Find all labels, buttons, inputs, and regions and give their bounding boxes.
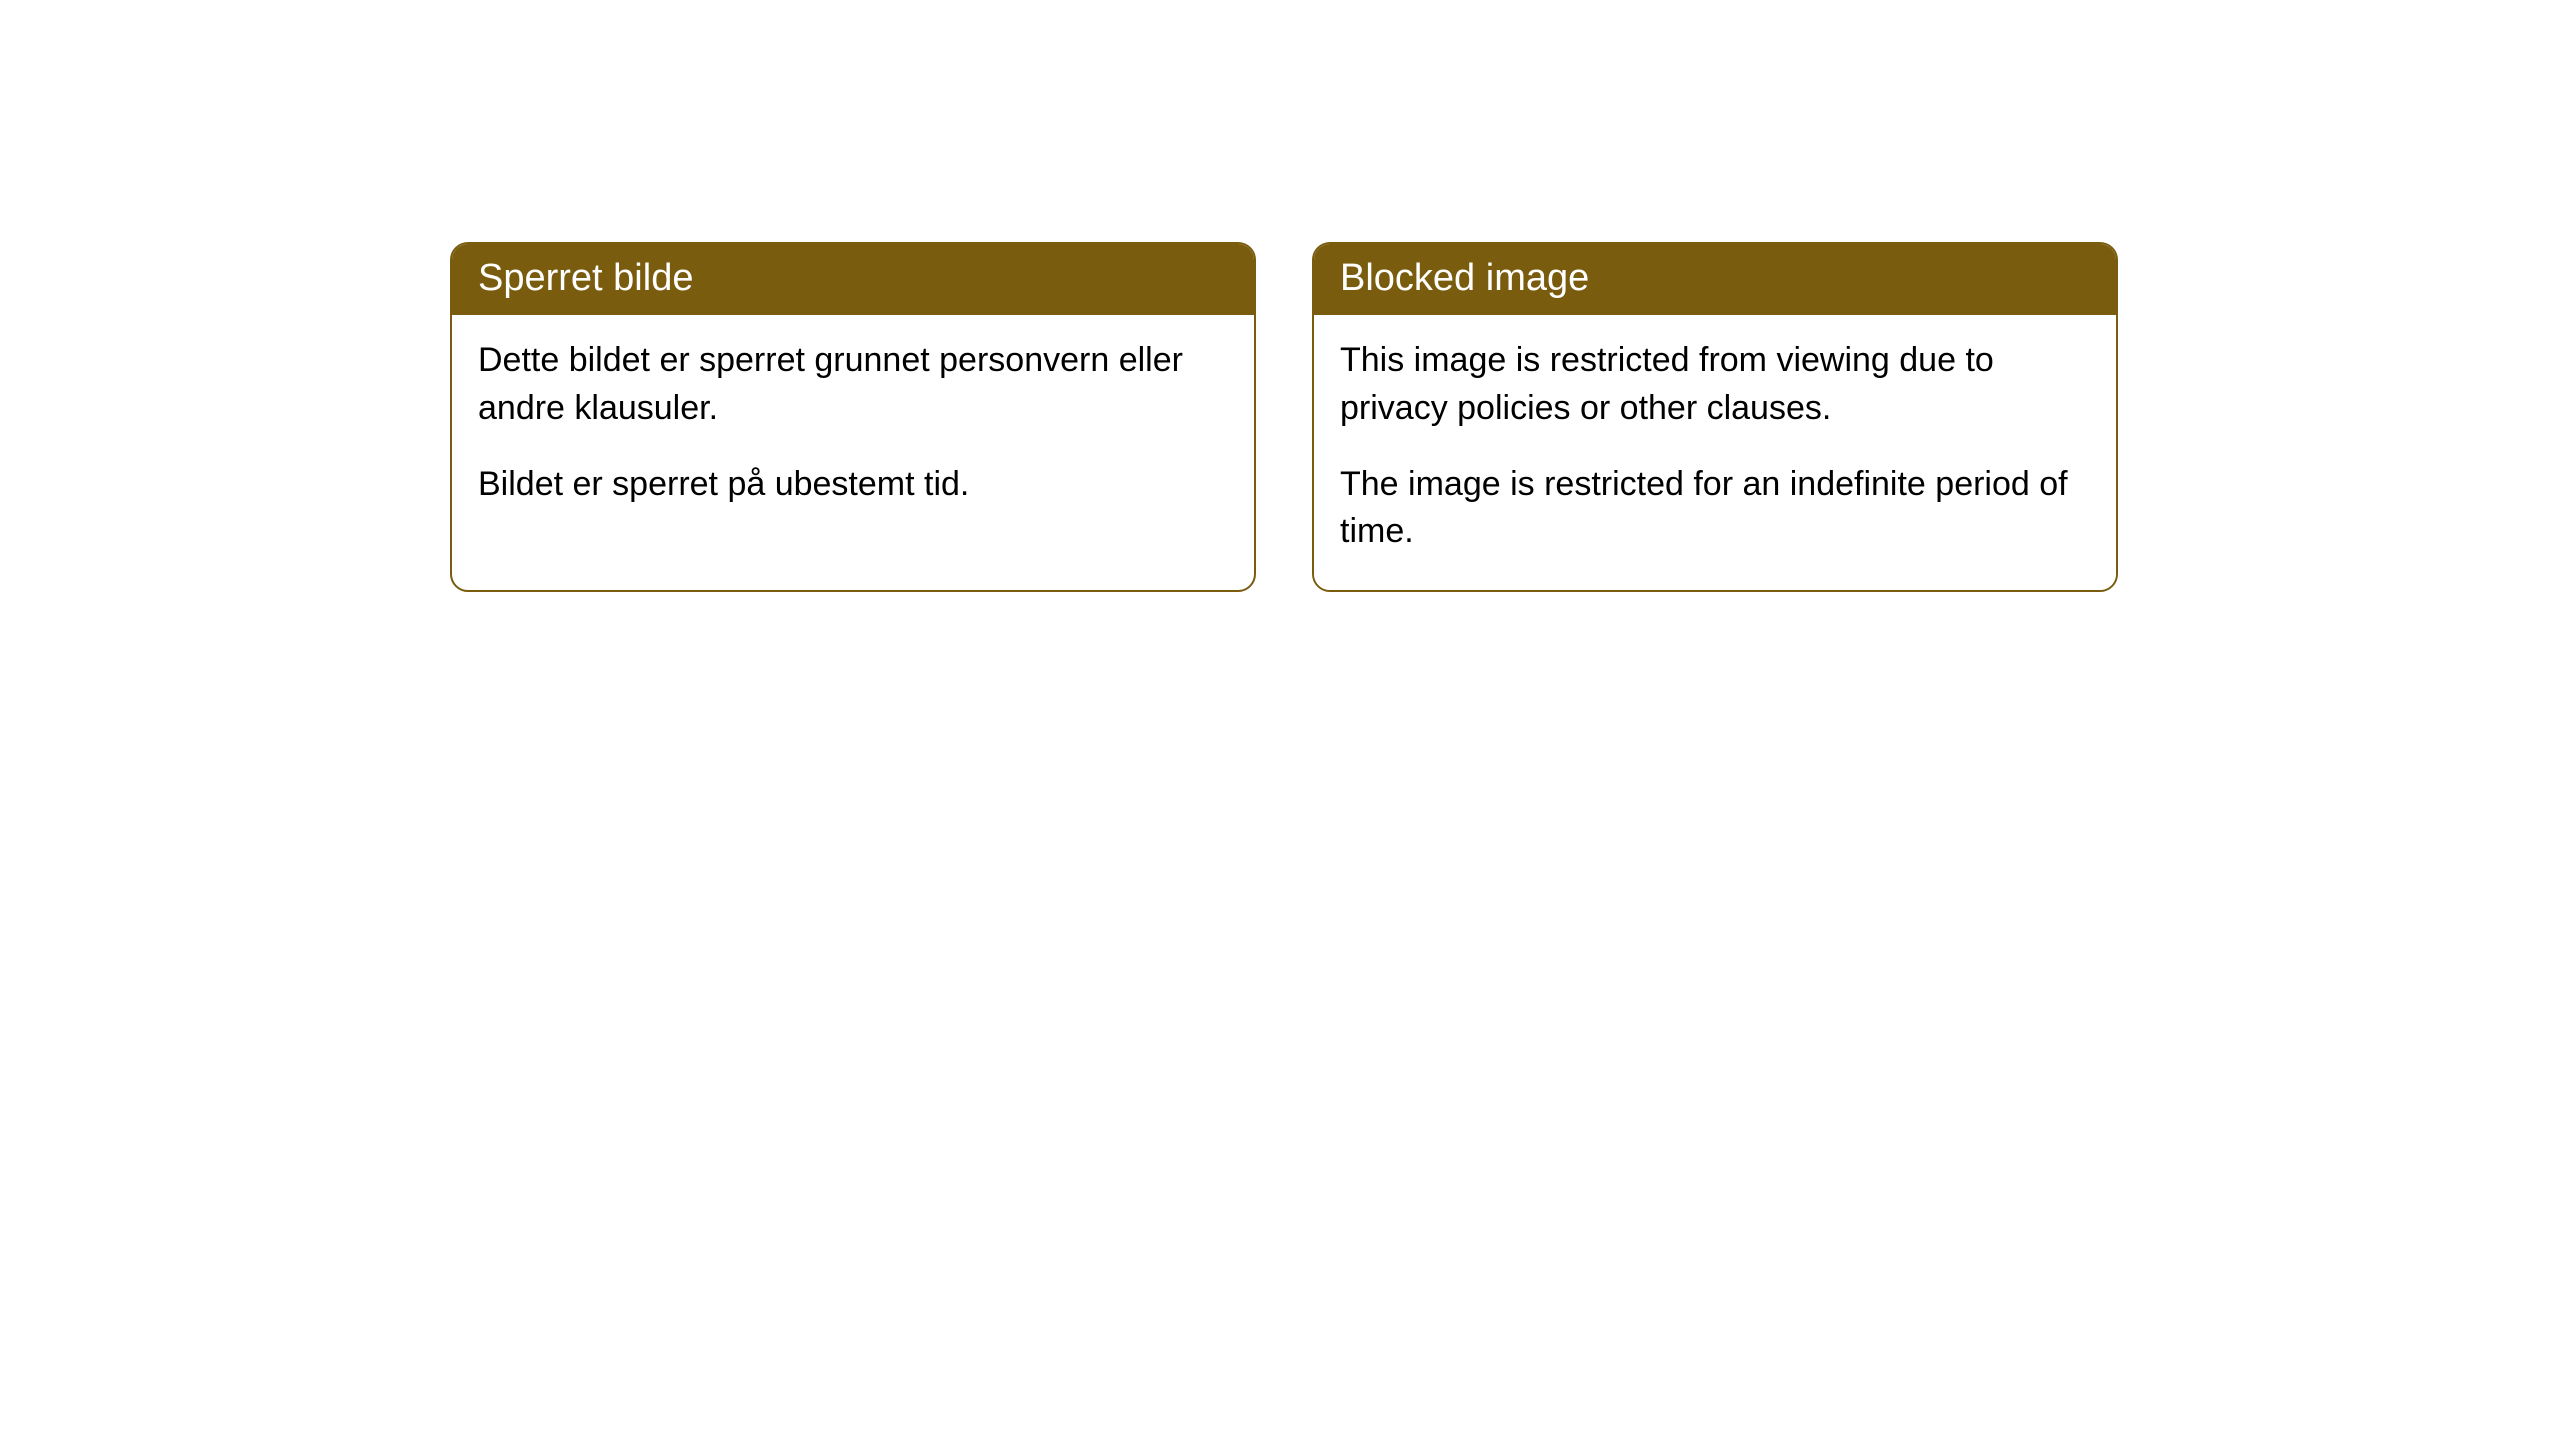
notice-container: Sperret bilde Dette bildet er sperret gr…: [450, 242, 2118, 592]
norwegian-card-body: Dette bildet er sperret grunnet personve…: [452, 315, 1254, 542]
norwegian-card-paragraph-2: Bildet er sperret på ubestemt tid.: [478, 461, 1228, 509]
norwegian-card-paragraph-1: Dette bildet er sperret grunnet personve…: [478, 337, 1228, 432]
english-card-paragraph-2: The image is restricted for an indefinit…: [1340, 461, 2090, 556]
norwegian-notice-card: Sperret bilde Dette bildet er sperret gr…: [450, 242, 1256, 592]
english-notice-card: Blocked image This image is restricted f…: [1312, 242, 2118, 592]
english-card-body: This image is restricted from viewing du…: [1314, 315, 2116, 589]
english-card-header: Blocked image: [1314, 244, 2116, 315]
norwegian-card-header: Sperret bilde: [452, 244, 1254, 315]
english-card-paragraph-1: This image is restricted from viewing du…: [1340, 337, 2090, 432]
